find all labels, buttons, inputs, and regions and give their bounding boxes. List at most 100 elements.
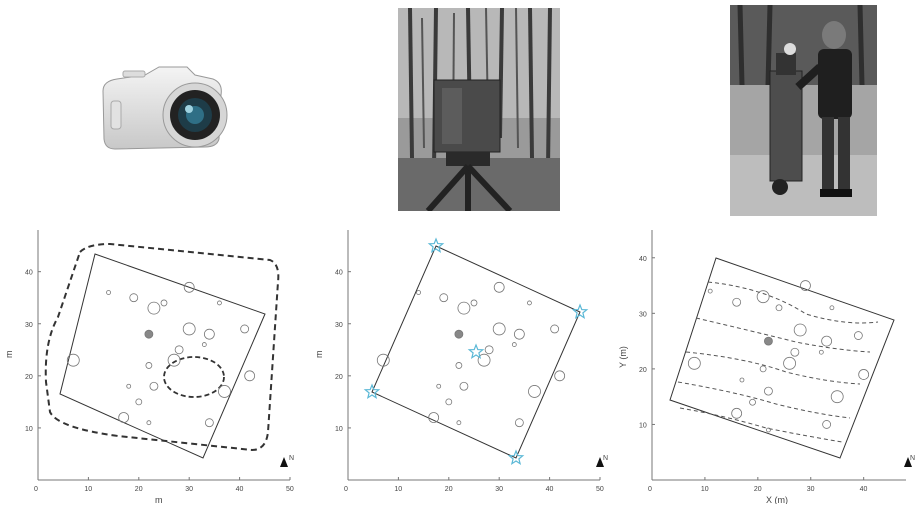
tree-point [829,305,835,311]
tree-point [146,420,152,426]
tree-point [493,281,505,293]
tree-point [244,370,256,382]
y-tick-label: 10 [25,426,33,433]
tree-point [550,324,560,334]
north-label: N [910,455,915,462]
tree-point [783,356,796,370]
plot-3-svg: 0 10 20 30 40 10 20 30 40 Y (m) X (m) N [618,230,915,505]
y-tick-label: 20 [639,367,647,374]
x-tick-label: 40 [860,486,868,493]
plot-panel-2: 0 10 20 30 40 50 10 20 30 40 m N [310,222,610,504]
north-label: N [603,455,608,462]
y-tick-label: 40 [639,256,647,263]
y-tick-label: 30 [25,322,33,329]
terrestrial-laser-scanner-tripod-photo [398,8,560,211]
tree-point [144,329,154,339]
tree-point [167,353,181,367]
plot-1-svg: 0 10 20 30 40 50 10 20 30 40 m m N [4,230,294,505]
gap-dashed-ellipse [163,356,225,398]
tree-point [739,377,745,383]
x-tick-label: 30 [185,486,193,493]
tree-point [775,304,783,312]
tree-point [511,342,517,347]
tree-point [106,290,111,295]
tree-point [800,280,811,291]
north-arrow-icon [280,457,288,467]
tree-point [554,370,566,382]
tree-point [445,398,453,406]
x-tick-label: 40 [546,486,554,493]
tree-point [732,297,742,307]
scan-position-star-icon [507,449,525,466]
tree-point [203,328,215,340]
tree-point [513,328,525,340]
y-tick-label: 40 [25,270,33,277]
x-tick-label: 40 [236,486,244,493]
y-tick-label: 40 [335,270,343,277]
y-tick-label: 10 [335,426,343,433]
plot-square [59,253,266,459]
y-tick-label: 10 [639,422,647,429]
tree-point [818,349,824,355]
tree-point [830,390,844,404]
tree-point [455,362,463,369]
tree-point [201,342,207,347]
tree-point [217,300,222,306]
tree-point [147,301,161,315]
tree-point [457,301,471,315]
tree-point [470,299,478,307]
tree-point [454,329,464,339]
north-label: N [289,455,294,462]
tree-point [707,288,713,294]
x-tick-label: 10 [394,486,402,493]
tree-point [756,290,770,304]
laser-scanner-photo [398,8,560,211]
tree-point [174,345,184,355]
tree-point [149,381,159,391]
mobile-laser-scanner-backpack-cart-photo [730,5,877,216]
scan-position-star-icon [571,303,589,320]
y-axis-label: m [314,351,324,359]
mobile-scanner-photo [730,5,877,216]
plot-panel-1: 0 10 20 30 40 50 10 20 30 40 m m N [0,222,300,505]
tree-point [764,386,773,396]
x-axis-label: X (m) [766,495,788,504]
tree-point [428,412,440,423]
y-tick-label: 30 [639,311,647,318]
tree-point [821,335,833,347]
y-axis-label: m [4,351,14,359]
scan-position-star-icon [427,237,445,254]
plot-panel-3: 0 10 20 30 40 10 20 30 40 Y (m) X (m) N [616,222,916,505]
north-arrow-icon [904,457,912,467]
x-tick-label: 20 [135,486,143,493]
tree-point [160,299,168,307]
tree-point [527,300,532,306]
camera-photo [95,55,240,160]
mirrorless-camera-icon [102,66,228,150]
tree-point [731,407,743,419]
x-tick-label: 10 [701,486,709,493]
tree-point [484,345,494,355]
tree-point [66,353,80,367]
tree-point [514,418,524,428]
plot-square [371,245,581,459]
tree-point [456,420,462,426]
tree-point [749,398,756,406]
tree-point [182,322,196,336]
tree-point [793,323,807,337]
y-tick-label: 20 [25,374,33,381]
tree-point [204,418,214,428]
y-tick-label: 30 [335,322,343,329]
tree-point [436,383,442,389]
tree-point [822,420,832,429]
x-tick-label: 0 [344,486,348,493]
x-tick-label: 30 [495,486,503,493]
track-lines [677,281,879,443]
plot-boundary-dashed [44,242,280,452]
y-axis-label: Y (m) [618,346,628,368]
x-axis-label: m [155,495,163,504]
tree-point [790,347,800,357]
tree-point [126,383,132,389]
tree-point [528,385,541,398]
scan-position-star-icon [363,383,381,400]
